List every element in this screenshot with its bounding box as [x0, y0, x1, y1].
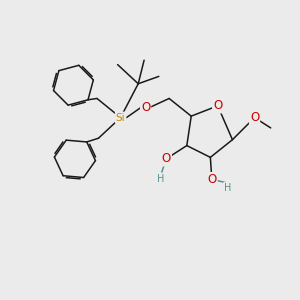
Text: H: H [157, 174, 164, 184]
Text: H: H [224, 183, 232, 193]
Text: H: H [224, 183, 232, 193]
Text: H: H [157, 174, 164, 184]
Text: O: O [141, 101, 150, 114]
Text: Si: Si [116, 112, 125, 123]
Text: O: O [250, 111, 259, 124]
Text: O: O [213, 99, 222, 112]
Text: O: O [162, 152, 171, 165]
Text: O: O [250, 111, 259, 124]
Text: O: O [141, 101, 150, 114]
Text: O: O [207, 173, 217, 186]
Text: O: O [213, 99, 222, 112]
Text: O: O [207, 173, 217, 186]
Text: O: O [162, 152, 171, 165]
Text: Si: Si [116, 112, 125, 123]
